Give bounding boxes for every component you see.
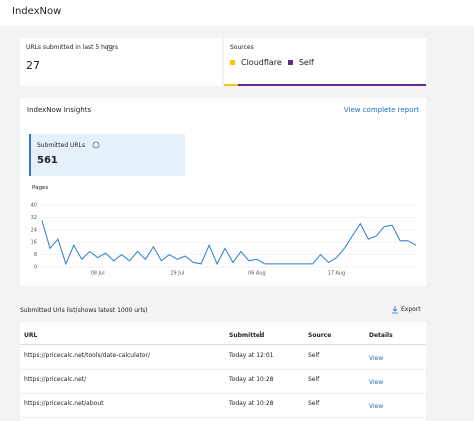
export-icon[interactable]	[391, 305, 399, 314]
table-title: Submitted Urls list(shows latest 1000 ur…	[20, 307, 148, 314]
legend-swatch	[230, 60, 235, 65]
insights-title: IndexNow Insights	[27, 106, 92, 114]
y-tick-label: 40	[31, 203, 37, 209]
table-cell: Self	[308, 376, 320, 383]
page-title: IndexNow	[12, 6, 62, 17]
view-link[interactable]: View	[369, 355, 384, 362]
info-icon	[106, 44, 114, 52]
row-divider	[20, 393, 426, 394]
y-tick-label: 0	[34, 265, 37, 271]
table-cell: Self	[308, 400, 320, 407]
summary-card	[20, 38, 222, 86]
table-cell: Self	[308, 352, 320, 359]
table-cell: https://pricecalc.net/about	[24, 400, 104, 407]
sources-bar	[224, 84, 426, 86]
top-bar	[0, 0, 474, 26]
column-header[interactable]: Source	[308, 332, 332, 339]
legend-swatch	[287, 60, 293, 65]
summary-value: 27	[26, 59, 40, 72]
summary-label: URLs submitted in last 5 hours	[26, 44, 118, 51]
y-tick-label: 24	[31, 227, 37, 233]
y-tick-label: 8	[34, 252, 37, 258]
sources-legend: Cloudflare Self	[230, 58, 314, 67]
export-button[interactable]: Export	[401, 306, 421, 313]
header-divider	[20, 344, 426, 345]
metric-box	[29, 134, 185, 176]
source-bar-segment	[224, 84, 238, 86]
data-line	[41, 220, 417, 266]
metric-label: Submitted URLs	[37, 142, 86, 149]
table-cell: Today at 12:01	[229, 352, 274, 359]
sources-card	[224, 38, 426, 86]
source-bar-segment	[238, 84, 426, 86]
y-axis-title: Pages	[32, 185, 49, 191]
metric-value: 561	[37, 155, 58, 166]
x-tick-label: 06 Aug	[248, 271, 266, 277]
column-header: URL	[24, 332, 38, 339]
table-cell: Today at 10:28	[229, 376, 274, 383]
row-divider	[20, 369, 426, 370]
table-cell: Today at 10:28	[229, 400, 274, 407]
view-report-link[interactable]: View complete report	[343, 106, 419, 114]
info-icon	[92, 141, 100, 149]
y-tick-label: 32	[31, 215, 37, 221]
row-divider	[20, 417, 426, 418]
legend-label: Cloudflare	[241, 58, 282, 67]
sort-icon	[260, 331, 261, 337]
sources-title: Sources	[230, 44, 254, 51]
x-tick-label: 08 Jul	[91, 271, 105, 277]
x-tick-label: 17 Aug	[328, 271, 346, 277]
legend-label: Self	[298, 58, 314, 67]
column-header[interactable]: Submitted	[229, 332, 265, 339]
x-tick-label: 29 Jul	[170, 271, 184, 277]
table-card	[20, 322, 426, 421]
view-link[interactable]: View	[369, 403, 384, 410]
view-link[interactable]: View	[369, 379, 384, 386]
table-cell: https://pricecalc.net/tools/date-calcula…	[24, 352, 150, 359]
column-header: Details	[369, 332, 393, 339]
y-tick-label: 16	[31, 240, 37, 246]
table-cell: https://pricecalc.net/	[24, 376, 87, 383]
